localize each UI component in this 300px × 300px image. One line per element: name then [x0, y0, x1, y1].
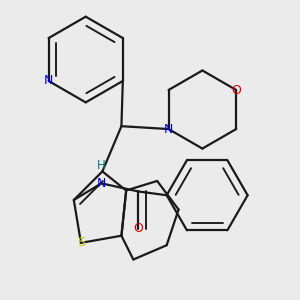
Text: S: S	[77, 236, 85, 249]
Text: N: N	[44, 74, 53, 88]
Text: O: O	[231, 83, 241, 97]
Text: N: N	[97, 177, 106, 190]
Text: O: O	[133, 222, 143, 235]
Text: N: N	[164, 122, 173, 136]
Text: H: H	[97, 159, 106, 172]
